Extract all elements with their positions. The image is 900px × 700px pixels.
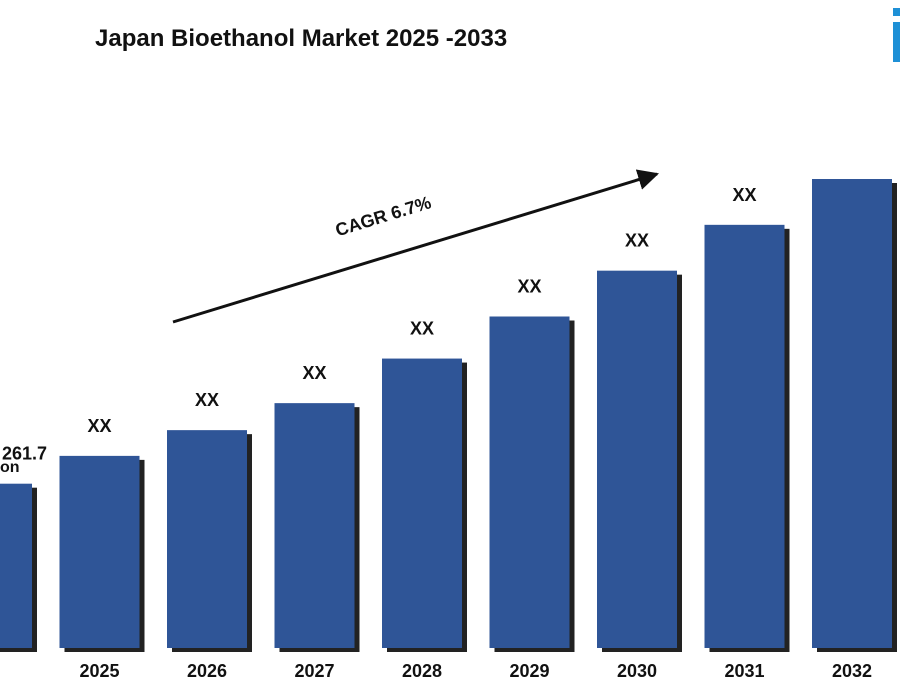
value-label: XX [732,185,756,205]
bar [704,224,785,649]
logo [893,8,900,62]
trend-arrow [172,169,660,324]
value-label: XX [302,363,326,383]
bar [274,403,355,648]
x-tick-label: 2026 [187,661,227,681]
bar [167,430,247,648]
cagr-annotation: CAGR 6.7% [333,192,434,240]
value-label: XX [195,390,219,410]
x-tick-label: 2029 [509,661,549,681]
x-tick-label: 2032 [832,661,872,681]
x-tick-label: 2031 [724,661,764,681]
value-label: XX [517,276,541,296]
bar [0,483,32,648]
x-tick-label: 2028 [402,661,442,681]
value-label: XX [410,319,434,339]
x-tick-label: 2025 [79,661,119,681]
bar [597,270,677,648]
bar [489,316,570,648]
bar [812,179,892,648]
x-tick-label: 2027 [294,661,334,681]
bar [382,358,462,648]
value-label: XX [625,231,649,251]
chart-title: Japan Bioethanol Market 2025 -2033 [95,25,507,52]
unit-label: on [0,459,20,476]
logo-dot [893,8,900,16]
value-label: XX [87,416,111,436]
logo-bar [893,22,900,62]
x-tick-label: 2030 [617,661,657,681]
value-label: 261.7 [2,444,47,464]
bar [59,455,140,648]
